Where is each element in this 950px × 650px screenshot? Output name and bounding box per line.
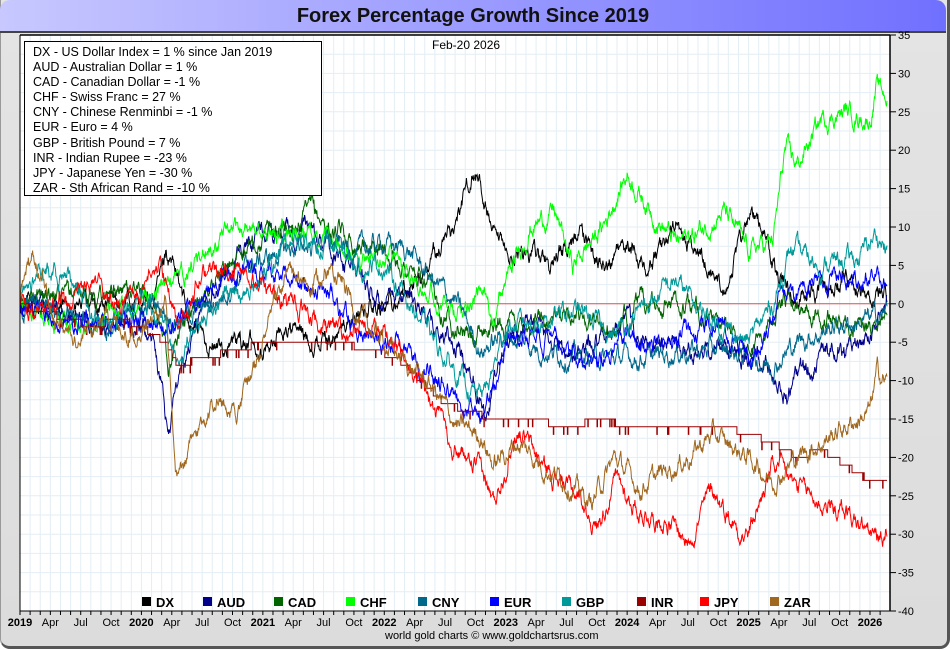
series-line-cny (19, 229, 888, 385)
summary-line: AUD - Australian Dollar = 1 % (33, 60, 198, 75)
series-line-chf (19, 73, 888, 335)
date-label: Feb-20 2026 (432, 38, 501, 52)
legend-swatch-jpy (700, 597, 709, 606)
y-tick-label: 15 (898, 184, 910, 196)
x-tick-label: Jul (681, 617, 695, 629)
legend-label: AUD (217, 595, 245, 610)
y-tick-label: -20 (898, 452, 914, 464)
series-line-eur (19, 259, 888, 424)
y-tick-label: 5 (898, 260, 904, 272)
footer-credit: world gold charts © www.goldchartsrus.co… (385, 630, 599, 642)
summary-line: DX - US Dollar Index = 1 % since Jan 201… (33, 45, 273, 59)
series-line-jpy (19, 255, 888, 549)
y-tick-label: 20 (898, 145, 910, 157)
legend-swatch-cad (274, 597, 283, 606)
series-line-aud (19, 214, 888, 434)
legend-swatch-chf (346, 597, 355, 606)
legend-label: CHF (360, 595, 387, 610)
x-tick-label: 2021 (251, 617, 275, 629)
summary-line: JPY - Japanese Yen = -30 % (33, 165, 193, 180)
x-tick-label: Apr (163, 617, 180, 629)
x-tick-label: Apr (285, 617, 302, 629)
x-tick-label: Apr (528, 617, 545, 629)
legend-swatch-aud (203, 597, 212, 606)
x-tick-label: Jul (559, 617, 573, 629)
legend-label: JPY (714, 595, 739, 610)
series-layer (19, 73, 888, 549)
x-tick-label: Jul (438, 617, 452, 629)
y-tick-label: -25 (898, 491, 914, 503)
legend-label: GBP (576, 595, 605, 610)
x-tick-label: 2024 (615, 617, 640, 629)
x-tick-label: Jul (74, 617, 88, 629)
legend-label: CNY (432, 595, 460, 610)
y-tick-label: -30 (898, 529, 914, 541)
y-tick-label: -5 (898, 337, 908, 349)
legend-label: DX (156, 595, 174, 610)
summary-line: ZAR - Sth African Rand = -10 % (33, 180, 210, 195)
x-tick-label: Oct (103, 617, 120, 629)
legend-swatch-dx (142, 597, 151, 606)
series-line-inr (20, 303, 887, 489)
y-tick-label: 30 (898, 68, 910, 80)
x-tick-label: 2023 (493, 617, 517, 629)
legend-label: EUR (504, 595, 532, 610)
series-line-gbp (19, 228, 888, 404)
legend-swatch-zar (770, 597, 779, 606)
x-tick-label: Oct (345, 617, 362, 629)
y-tick-label: -40 (898, 606, 914, 618)
x-tick-label: 2020 (129, 617, 153, 629)
summary-line: CHF - Swiss Franc = 27 % (33, 90, 181, 105)
x-tick-label: Apr (649, 617, 666, 629)
y-tick-label: 25 (898, 107, 910, 119)
x-axis-ticks: 2019 Apr Jul Oct 2020 Apr Jul Oct 2021 Apr Jul Oct 2… (8, 611, 882, 629)
x-tick-label: Oct (467, 617, 484, 629)
y-tick-label: 10 (898, 222, 910, 234)
legend-label: CAD (288, 595, 316, 610)
legend-swatch-inr (637, 597, 646, 606)
legend-label: INR (651, 595, 674, 610)
summary-line: GBP - British Pound = 7 % (33, 135, 181, 150)
chart-title: Forex Percentage Growth Since 2019 (296, 5, 650, 27)
legend-label: ZAR (784, 595, 811, 610)
y-axis-ticks: 35 30 25 20 15 10 5 0 -5 -10 -15 -20 -25 -30 -35 -40 (890, 30, 914, 618)
legend-swatch-eur (490, 597, 499, 606)
summary-line: CNY - Chinese Renminbi = -1 % (33, 105, 213, 120)
x-tick-label: Oct (588, 617, 605, 629)
y-tick-label: -35 (898, 568, 914, 580)
legend-swatch-cny (418, 597, 427, 606)
x-tick-label: 2025 (736, 617, 760, 629)
x-tick-label: 2022 (372, 617, 396, 629)
x-tick-label: Jul (802, 617, 816, 629)
y-tick-label: -10 (898, 376, 914, 388)
x-tick-label: 2019 (8, 617, 32, 629)
x-tick-label: Apr (406, 617, 423, 629)
summary-box: DX - US Dollar Index = 1 % since Jan 201… (24, 41, 322, 196)
x-tick-label: Oct (710, 617, 727, 629)
legend-swatch-gbp (562, 597, 571, 606)
summary-line: EUR - Euro = 4 % (33, 120, 133, 135)
x-tick-label: 2026 (858, 617, 882, 629)
x-tick-label: Oct (831, 617, 848, 629)
y-tick-label: 0 (898, 299, 904, 311)
summary-line: CAD - Canadian Dollar = -1 % (33, 75, 201, 90)
x-tick-label: Apr (770, 617, 787, 629)
y-tick-label: -15 (898, 414, 914, 426)
series-line-zar (19, 250, 888, 511)
series-legend: DX AUD CAD CHF CNY EUR GBP INR JPY ZAR (142, 595, 811, 610)
title-bar (0, 0, 946, 33)
x-tick-label: Jul (195, 617, 209, 629)
x-tick-label: Oct (224, 617, 241, 629)
summary-line: INR - Indian Rupee = -23 % (33, 150, 187, 165)
y-tick-label: 35 (898, 30, 910, 42)
x-tick-label: Jul (317, 617, 331, 629)
series-line-dx (19, 173, 888, 362)
x-tick-label: Apr (42, 617, 59, 629)
